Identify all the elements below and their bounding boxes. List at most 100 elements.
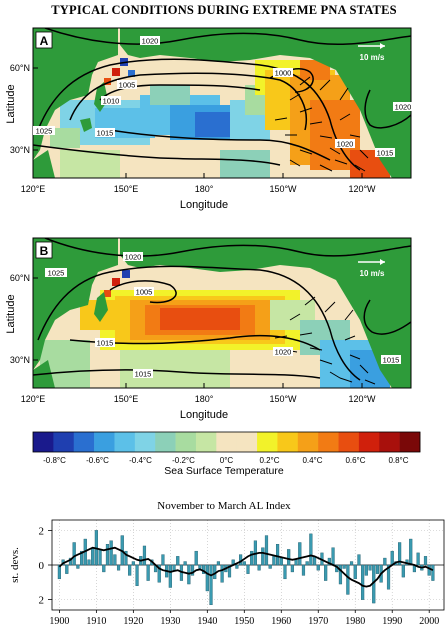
al-bar	[109, 540, 113, 566]
lon-tick-b: 180°	[195, 394, 214, 404]
al-bar	[398, 542, 402, 566]
figure-title: TYPICAL CONDITIONS DURING EXTREME PNA ST…	[51, 3, 397, 17]
lon-tick-b: 120°W	[348, 394, 376, 404]
map-panel-b	[33, 238, 411, 388]
colorbar-swatch	[236, 432, 258, 452]
al-xtick-label: 1940	[197, 616, 217, 627]
colorbar-tick: 0.8°C	[388, 456, 408, 465]
al-bar	[301, 564, 306, 576]
al-bar	[305, 561, 309, 566]
colorbar-swatch	[318, 432, 339, 452]
colorbar-swatch	[73, 432, 95, 452]
colorbar-tick: 0.2°C	[259, 456, 279, 465]
isobar-label: 1020	[125, 253, 142, 262]
al-bar	[279, 557, 283, 566]
colorbar-title: Sea Surface Temperature	[164, 465, 284, 477]
al-bar	[375, 564, 380, 574]
colorbar-swatch	[134, 432, 156, 452]
al-bar	[423, 556, 428, 566]
colorbar-tick: -0.4°C	[129, 456, 152, 465]
al-xtick-label: 1920	[123, 616, 143, 627]
isobar-label: 1025	[48, 269, 65, 278]
al-bar	[72, 542, 76, 566]
al-bar	[235, 564, 239, 569]
al-bar	[287, 549, 291, 566]
al-bar	[91, 547, 95, 566]
al-bar	[416, 552, 420, 566]
colorbar-swatch	[33, 432, 54, 452]
colorbar-swatch	[379, 432, 400, 452]
al-xtick-label: 1970	[308, 616, 328, 627]
panel-label-box-a	[35, 31, 53, 49]
colorbar-swatch	[358, 432, 380, 452]
al-xtick-label: 1990	[382, 616, 402, 627]
isobar-label: 1020	[142, 37, 159, 46]
al-bar	[146, 564, 150, 581]
al-bar	[79, 550, 84, 566]
al-bar	[205, 564, 209, 592]
isobar-label: 1010	[103, 97, 120, 106]
al-bar	[131, 561, 135, 566]
al-smoothed-line	[58, 546, 434, 588]
al-bar	[157, 564, 161, 583]
al-bar	[102, 564, 106, 573]
colorbar-swatch	[338, 432, 360, 452]
al-bar	[272, 556, 276, 566]
al-bar	[76, 564, 80, 569]
al-bar	[283, 564, 287, 580]
colorbar-tick: 0.4°C	[302, 456, 322, 465]
al-bar	[128, 564, 132, 576]
lon-tick-a: 120°W	[348, 184, 376, 194]
lon-tick-a: 180°	[195, 184, 214, 194]
al-xtick-label: 1930	[160, 616, 180, 627]
isobar-label: 1020	[275, 348, 292, 357]
al-bar	[202, 564, 206, 574]
al-bar	[390, 550, 394, 566]
isobar-label: 1005	[136, 288, 153, 297]
colorbar	[32, 431, 421, 453]
al-bar	[409, 538, 413, 566]
al-index-chart: 2 0 2 1900 1910 1920 1930 1940 1950 1960 1970 1980 1…	[9, 519, 445, 627]
al-bar	[368, 564, 372, 571]
al-xtick-label: 1900	[49, 616, 69, 627]
al-xtick-label: 2000	[419, 616, 439, 627]
al-bar	[57, 564, 61, 580]
colorbar-tick: -0.2°C	[172, 456, 195, 465]
al-bar	[242, 561, 246, 566]
isobar-label: 1015	[97, 129, 114, 138]
lat-tick-60n-b: 60°N	[10, 273, 30, 283]
map-axes-text: 60°N 30°N 60°N 30°N 120°E 150°E 180° 150…	[10, 63, 376, 404]
isobar-labels-a: 1020 1000 1005 1010 1025 1015 1020 1015 …	[33, 36, 413, 158]
isobar-label: 1000	[275, 69, 292, 78]
al-bar	[298, 542, 302, 566]
colorbar-tick: -0.8°C	[43, 456, 66, 465]
vector-scale-a	[358, 43, 385, 49]
al-bar	[364, 564, 368, 576]
al-bar	[275, 544, 280, 566]
isobar-label: 1015	[97, 339, 114, 348]
al-bar	[198, 564, 202, 569]
lon-tick-a: 120°E	[21, 184, 46, 194]
al-bar	[116, 564, 121, 571]
al-bar	[290, 564, 294, 573]
al-bar	[268, 564, 272, 569]
al-bar	[427, 564, 431, 576]
colorbar-swatch	[94, 432, 115, 452]
al-bar	[331, 547, 335, 566]
lon-tick-a: 150°W	[269, 184, 297, 194]
al-bar	[309, 533, 313, 566]
al-bar	[338, 564, 343, 585]
al-bar	[294, 559, 298, 566]
colorbar-swatch	[216, 432, 237, 452]
al-bar	[386, 564, 391, 590]
al-bar	[327, 557, 331, 566]
panel-letter-a: A	[40, 34, 49, 48]
colorbar-swatch	[399, 432, 421, 452]
al-xtick-label: 1960	[271, 616, 291, 627]
colorbar-swatch	[114, 432, 136, 452]
colorbar-swatch	[297, 432, 319, 452]
al-chart-title: November to March AL Index	[157, 500, 291, 512]
colorbar-swatch	[277, 432, 299, 452]
al-bar	[261, 547, 265, 566]
colorbar-tick-labels: -0.8°C -0.6°C -0.4°C -0.2°C 0°C 0.2°C 0.4°C 0.6…	[43, 456, 409, 465]
